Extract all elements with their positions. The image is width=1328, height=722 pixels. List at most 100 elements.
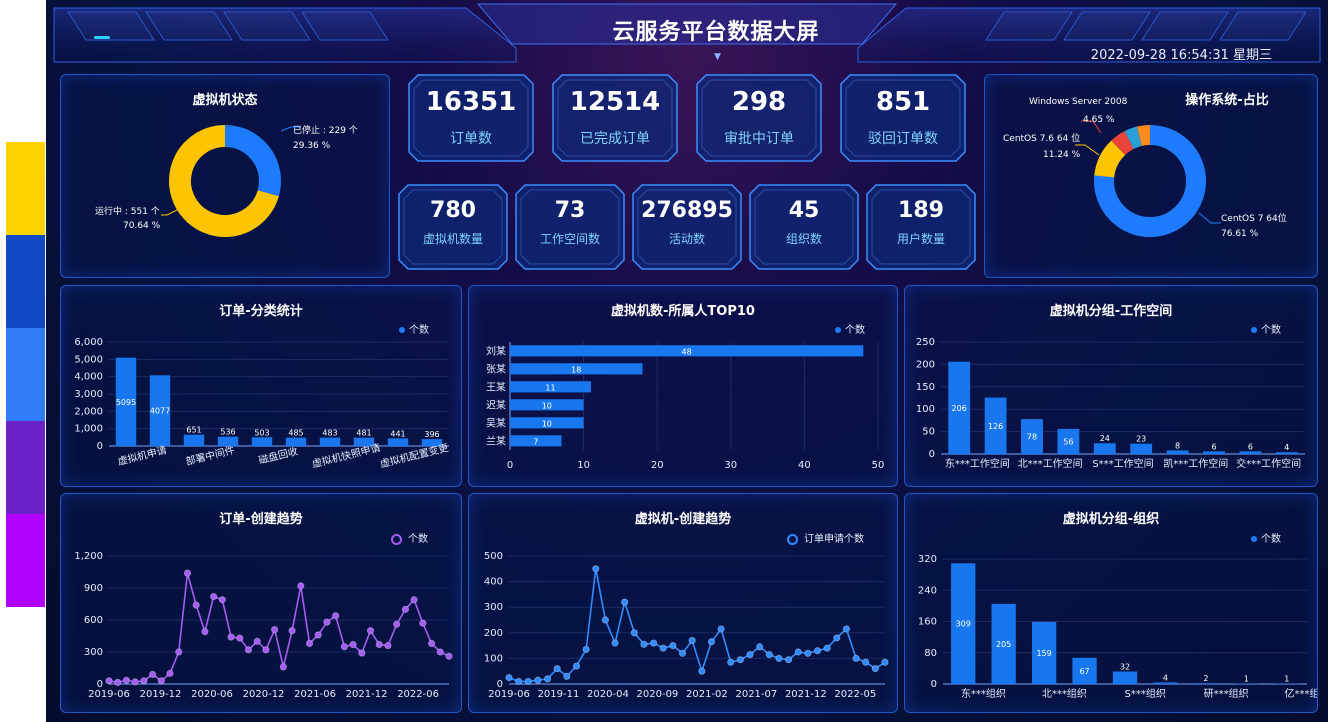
data-point[interactable] (201, 628, 209, 636)
data-point[interactable] (297, 582, 305, 590)
bar[interactable] (1275, 452, 1298, 454)
data-point[interactable] (366, 627, 375, 635)
bar[interactable] (1072, 657, 1097, 684)
data-point[interactable] (332, 612, 340, 620)
chart-legend[interactable]: 个数 (835, 321, 865, 336)
data-point[interactable] (524, 677, 532, 686)
bar[interactable] (1057, 428, 1080, 454)
data-point[interactable] (756, 643, 764, 651)
data-point[interactable] (804, 649, 812, 657)
data-point[interactable] (279, 663, 287, 671)
data-point[interactable] (736, 656, 744, 664)
bar[interactable] (1153, 682, 1178, 684)
data-point[interactable] (794, 648, 802, 656)
data-point[interactable] (419, 619, 427, 627)
data-point[interactable] (650, 639, 658, 647)
theme-swatch-purple[interactable] (6, 514, 45, 607)
data-point[interactable] (262, 646, 270, 654)
data-point[interactable] (183, 569, 192, 577)
theme-swatch-navy[interactable] (6, 235, 45, 328)
data-point[interactable] (384, 642, 392, 650)
data-point[interactable] (534, 676, 542, 684)
kpi-card[interactable]: 73 工作空间数 (515, 184, 625, 270)
bar[interactable] (353, 437, 375, 446)
active-tab-indicator[interactable] (94, 36, 110, 39)
bar[interactable] (251, 437, 273, 446)
data-point[interactable] (288, 627, 296, 635)
bar[interactable] (510, 399, 584, 411)
vm-workspace-bar-chart[interactable]: 0 50 100 150 200 250 206 126 78 56 24 23 8 6 6 4 东***工作空… (905, 286, 1317, 486)
chart-legend[interactable]: 个数 (1251, 321, 1281, 336)
data-point[interactable] (244, 646, 253, 654)
data-point[interactable] (349, 640, 357, 649)
data-point[interactable] (678, 649, 687, 657)
data-point[interactable] (393, 620, 401, 628)
kpi-card[interactable]: 16351 订单数 (408, 74, 534, 162)
data-point[interactable] (601, 616, 610, 624)
data-point[interactable] (717, 625, 725, 633)
order-category-bar-chart[interactable]: 0 1,000 2,000 3,000 4,000 5,000 6,000 5095 4077 6… (61, 286, 461, 486)
bar[interactable] (285, 437, 307, 446)
data-point[interactable] (314, 631, 322, 639)
data-point[interactable] (727, 658, 735, 666)
bar[interactable] (510, 417, 584, 429)
data-point[interactable] (131, 678, 139, 686)
bar[interactable] (149, 375, 171, 446)
data-point[interactable] (175, 648, 183, 656)
data-point[interactable] (823, 644, 831, 652)
bar[interactable] (948, 361, 971, 454)
data-point[interactable] (323, 618, 331, 626)
order-trend-line-chart[interactable]: 0 300 600 900 1,200 2019-06 2019-12 2020-06 2020… (61, 494, 461, 712)
bar[interactable] (1203, 451, 1225, 454)
data-point[interactable] (340, 643, 348, 651)
bar[interactable] (984, 397, 1007, 454)
bar[interactable] (1031, 621, 1057, 684)
data-point[interactable] (210, 592, 218, 601)
vm-status-donut[interactable] (61, 75, 389, 277)
bar[interactable] (1112, 671, 1138, 685)
data-point[interactable] (611, 639, 619, 647)
data-point[interactable] (445, 652, 453, 660)
data-point[interactable] (746, 650, 754, 659)
bar[interactable] (319, 437, 341, 446)
donut-slice[interactable] (1088, 119, 1212, 243)
data-point[interactable] (592, 565, 600, 573)
data-point[interactable] (427, 639, 436, 648)
data-point[interactable] (271, 626, 279, 634)
os-share-donut[interactable] (985, 75, 1317, 277)
data-point[interactable] (358, 649, 366, 657)
data-point[interactable] (621, 598, 629, 606)
data-point[interactable] (148, 670, 157, 678)
data-point[interactable] (543, 675, 552, 683)
bar[interactable] (1093, 443, 1116, 454)
data-point[interactable] (305, 639, 314, 648)
chevron-down-icon[interactable]: ▼ (714, 52, 721, 62)
theme-swatch-violet[interactable] (6, 421, 45, 514)
data-point[interactable] (775, 654, 783, 662)
data-point[interactable] (572, 662, 581, 670)
data-point[interactable] (166, 669, 174, 677)
bar[interactable] (1021, 419, 1043, 454)
data-point[interactable] (157, 677, 165, 685)
data-point[interactable] (227, 633, 235, 641)
donut-slice[interactable] (1094, 125, 1206, 237)
chart-legend[interactable]: 订单申请个数 (787, 530, 864, 545)
kpi-card[interactable]: 45 组织数 (749, 184, 859, 270)
theme-swatch-blue[interactable] (6, 328, 45, 421)
data-point[interactable] (688, 636, 696, 645)
data-point[interactable] (436, 648, 444, 656)
vm-org-bar-chart[interactable]: 0 80 160 240 320 309 205 159 67 32 4 2 1 1 东***组织 北***组… (905, 494, 1317, 712)
data-point[interactable] (192, 601, 200, 609)
bar[interactable] (951, 563, 976, 684)
data-point[interactable] (630, 629, 638, 637)
donut-slice[interactable] (1094, 125, 1206, 237)
bar[interactable] (387, 438, 409, 446)
data-point[interactable] (140, 677, 148, 685)
bar[interactable] (510, 345, 864, 357)
bar[interactable] (1130, 443, 1153, 454)
data-point[interactable] (375, 640, 383, 649)
kpi-card[interactable]: 12514 已完成订单 (552, 74, 678, 162)
data-point[interactable] (842, 625, 851, 633)
theme-color-strip[interactable] (6, 142, 45, 608)
kpi-card[interactable]: 189 用户数量 (866, 184, 976, 270)
